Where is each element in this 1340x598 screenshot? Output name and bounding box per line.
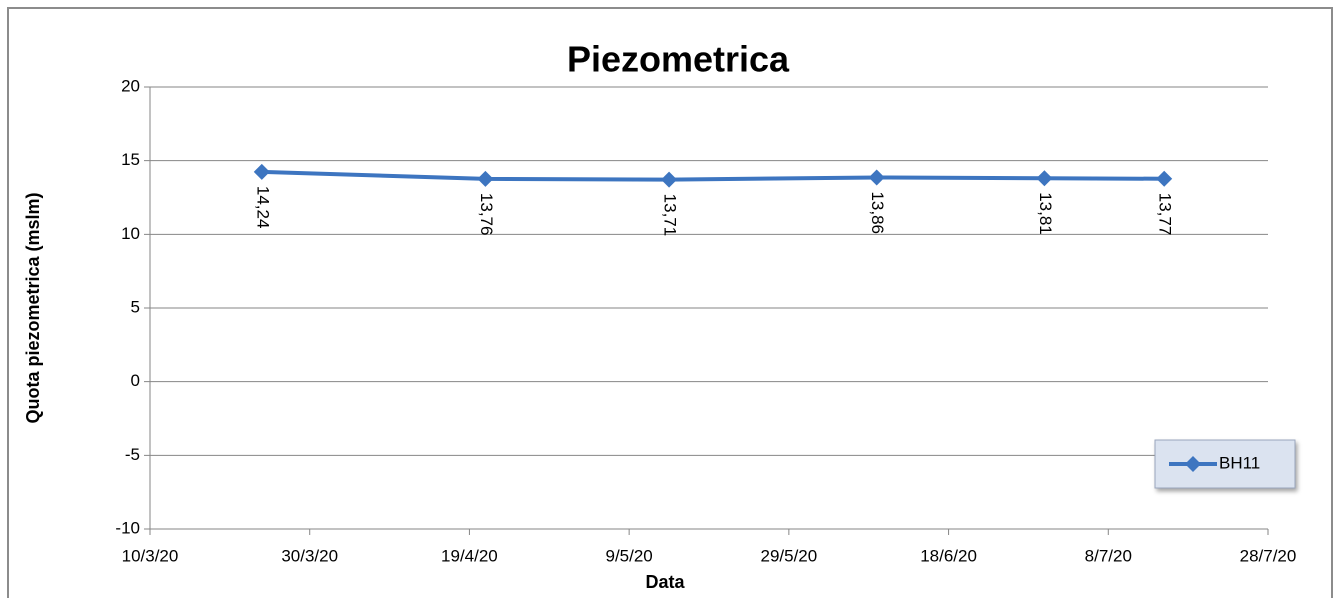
series-line	[261, 169, 1165, 182]
point	[1036, 170, 1053, 187]
y-tick-label: 20	[121, 76, 140, 95]
data-label: 13,86	[868, 191, 887, 234]
x-tick-label: 10/3/20	[122, 546, 179, 565]
x-tick-label: 28/7/20	[1240, 546, 1297, 565]
y-axis-label: Quota piezometrica (mslm)	[23, 192, 43, 423]
x-tick-label: 8/7/20	[1085, 546, 1132, 565]
x-tick-label: 9/5/20	[606, 546, 653, 565]
x-axis-label: Data	[645, 572, 685, 592]
x-tick-label: 18/6/20	[920, 546, 977, 565]
x-tick-label: 30/3/20	[281, 546, 338, 565]
point	[253, 163, 270, 180]
y-tick-label: -10	[115, 518, 140, 537]
data-label: 14,24	[253, 186, 272, 229]
data-label: 13,71	[661, 194, 680, 237]
point	[868, 169, 885, 186]
y-tick-label: -5	[125, 445, 140, 464]
point	[1156, 170, 1173, 187]
y-tick-label: 0	[131, 371, 140, 390]
y-tick-label: 10	[121, 224, 140, 243]
x-tick-label: 19/4/20	[441, 546, 498, 565]
point	[661, 171, 678, 188]
y-tick-label: 5	[131, 297, 140, 316]
x-tick-label: 29/5/20	[760, 546, 817, 565]
legend-label: BH11	[1219, 453, 1260, 472]
legend-marker	[1185, 456, 1201, 472]
data-label: 13,77	[1156, 193, 1175, 236]
data-label: 13,81	[1036, 192, 1055, 235]
y-tick-label: 15	[121, 150, 140, 169]
chart-frame	[7, 7, 1333, 598]
point	[477, 170, 494, 187]
chart-title: Piezometrica	[567, 39, 790, 80]
data-label: 13,76	[477, 193, 496, 236]
